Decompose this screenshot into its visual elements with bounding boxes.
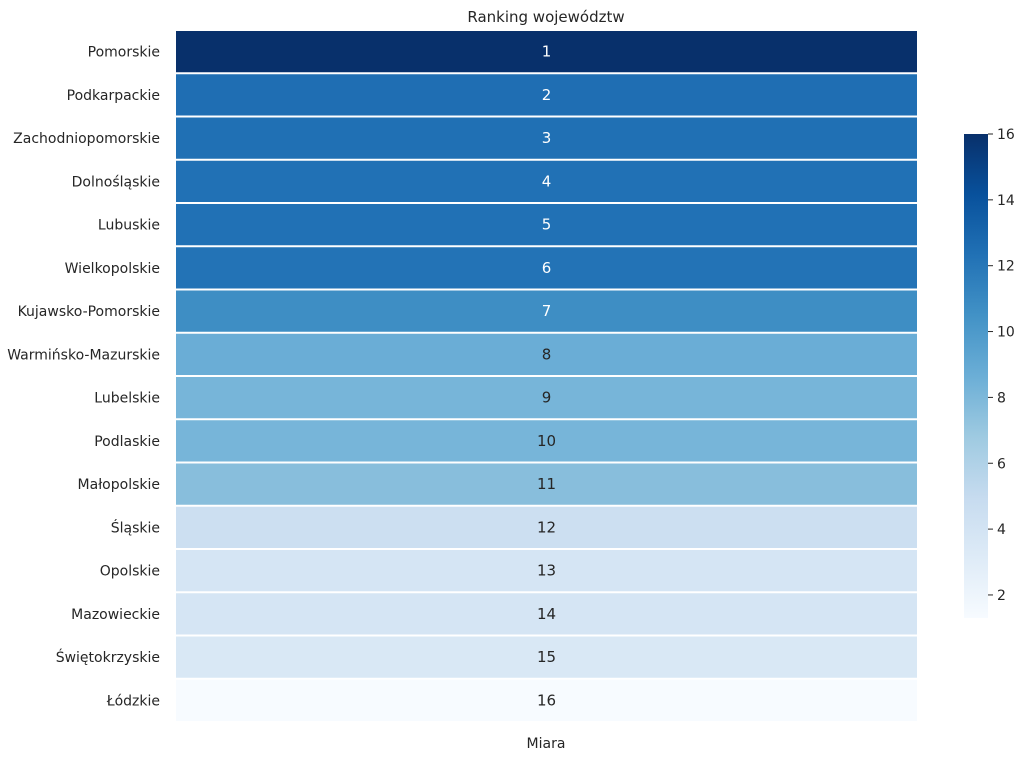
cell-annotation: 10 xyxy=(537,432,556,450)
colorbar-tick-label: 14 xyxy=(997,193,1015,209)
colorbar-tick-label: 8 xyxy=(997,390,1006,406)
cell-annotation: 16 xyxy=(537,691,556,709)
cell-annotation: 3 xyxy=(542,129,552,147)
colorbar-tick-label: 4 xyxy=(997,522,1006,538)
colorbar-tick-label: 6 xyxy=(997,456,1006,472)
x-axis-label: Miara xyxy=(527,736,566,752)
row-label: Lubuskie xyxy=(98,218,160,234)
row-label: Opolskie xyxy=(100,564,160,580)
colorbar-tick-label: 16 xyxy=(997,127,1015,143)
cell-annotation: 4 xyxy=(542,172,552,190)
row-label: Małopolskie xyxy=(78,477,160,493)
row-label: Mazowieckie xyxy=(71,607,160,623)
heatmap-cell xyxy=(176,160,917,202)
heatmap-cell xyxy=(176,117,917,159)
cell-annotation: 13 xyxy=(537,562,556,580)
cell-annotation: 11 xyxy=(537,475,556,493)
heatmap-cell xyxy=(176,74,917,116)
row-label: Pomorskie xyxy=(88,45,160,61)
row-label: Dolnośląskie xyxy=(72,174,160,190)
heatmap-cell xyxy=(176,463,917,505)
cell-annotation: 9 xyxy=(542,389,552,407)
row-label: Świętokrzyskie xyxy=(56,648,160,666)
heatmap-cell xyxy=(176,333,917,375)
heatmap-cell xyxy=(176,377,917,419)
row-label: Kujawsko-Pomorskie xyxy=(18,304,160,320)
chart-title: Ranking województw xyxy=(467,8,624,26)
heatmap-cell xyxy=(176,550,917,592)
row-label: Warmińsko-Mazurskie xyxy=(7,347,160,363)
heatmap-cell xyxy=(176,31,917,73)
colorbar-ticks: 2 4 6 8 10 12 14 16 xyxy=(988,127,1015,604)
heatmap-cell xyxy=(176,290,917,332)
cell-annotation: 15 xyxy=(537,648,556,666)
heatmap-cell xyxy=(176,204,917,246)
heatmap-cell xyxy=(176,506,917,548)
heatmap-rows: Pomorskie 1 Podkarpackie 2 Zachodniopomorski… xyxy=(7,31,917,721)
row-label: Zachodniopomorskie xyxy=(13,131,160,147)
heatmap-cell xyxy=(176,593,917,635)
row-label: Łódzkie xyxy=(106,693,160,709)
cell-annotation: 7 xyxy=(542,302,552,320)
cell-annotation: 5 xyxy=(542,216,552,234)
row-label: Podkarpackie xyxy=(67,88,160,104)
colorbar-gradient xyxy=(964,134,988,618)
cell-annotation: 6 xyxy=(542,259,552,277)
colorbar-tick-label: 12 xyxy=(997,259,1015,275)
colorbar-tick-label: 10 xyxy=(997,325,1015,341)
heatmap-cell xyxy=(176,636,917,678)
cell-annotation: 14 xyxy=(537,605,556,623)
cell-annotation: 1 xyxy=(542,43,552,61)
row-label: Lubelskie xyxy=(94,391,160,407)
colorbar-tick-label: 2 xyxy=(997,588,1006,604)
row-label: Podlaskie xyxy=(94,434,160,450)
heatmap-cell xyxy=(176,679,917,721)
row-label: Wielkopolskie xyxy=(65,261,160,277)
cell-annotation: 2 xyxy=(542,86,552,104)
heatmap-cell xyxy=(176,420,917,462)
cell-annotation: 12 xyxy=(537,518,556,536)
cell-annotation: 8 xyxy=(542,345,552,363)
heatmap-cell xyxy=(176,247,917,289)
colorbar: 2 4 6 8 10 12 14 16 xyxy=(964,127,1015,618)
row-label: Śląskie xyxy=(111,518,160,536)
